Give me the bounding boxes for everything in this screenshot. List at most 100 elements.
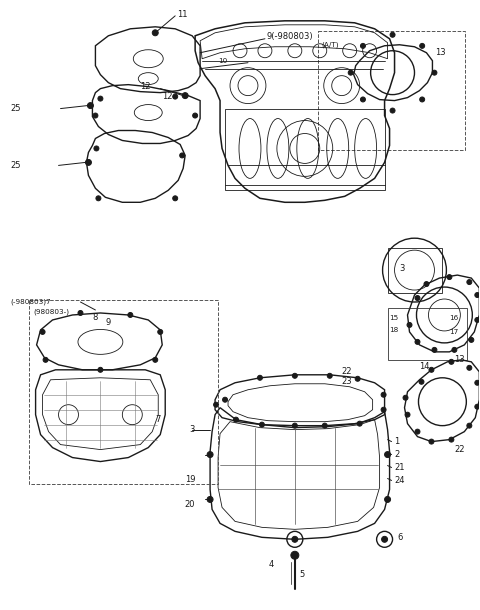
Circle shape xyxy=(449,359,454,364)
Text: 19: 19 xyxy=(185,475,195,484)
Circle shape xyxy=(93,113,98,118)
Text: 15: 15 xyxy=(390,315,399,321)
Circle shape xyxy=(420,43,425,48)
Circle shape xyxy=(403,395,408,400)
Text: 3: 3 xyxy=(190,425,195,434)
Circle shape xyxy=(475,380,480,386)
Text: 24: 24 xyxy=(395,476,405,485)
Circle shape xyxy=(327,373,332,378)
Circle shape xyxy=(381,392,386,397)
Circle shape xyxy=(357,421,362,426)
Circle shape xyxy=(78,310,83,315)
Circle shape xyxy=(469,337,474,342)
Circle shape xyxy=(415,295,420,301)
Circle shape xyxy=(419,379,424,384)
Circle shape xyxy=(292,373,297,378)
Circle shape xyxy=(182,93,188,99)
Text: 2: 2 xyxy=(395,450,400,459)
Circle shape xyxy=(292,536,298,542)
Circle shape xyxy=(173,94,178,99)
Text: 10: 10 xyxy=(218,58,228,63)
Text: 9: 9 xyxy=(106,318,111,328)
Circle shape xyxy=(292,423,297,428)
Circle shape xyxy=(348,70,353,75)
Circle shape xyxy=(40,329,45,334)
Circle shape xyxy=(420,97,425,102)
Text: 4: 4 xyxy=(269,560,274,569)
Circle shape xyxy=(355,376,360,381)
Circle shape xyxy=(153,357,158,362)
Circle shape xyxy=(447,274,452,279)
Circle shape xyxy=(390,32,395,37)
Text: 13: 13 xyxy=(435,48,446,57)
Circle shape xyxy=(475,293,480,298)
Circle shape xyxy=(291,551,299,559)
Bar xyxy=(29,300,218,484)
Text: 14: 14 xyxy=(420,362,430,371)
Text: 22: 22 xyxy=(342,367,352,376)
Circle shape xyxy=(415,339,420,345)
Circle shape xyxy=(390,108,395,113)
Circle shape xyxy=(192,113,198,118)
Circle shape xyxy=(98,367,103,372)
Text: 12: 12 xyxy=(162,92,173,101)
Text: (A/T): (A/T) xyxy=(322,41,339,48)
Circle shape xyxy=(475,317,480,323)
Circle shape xyxy=(452,347,457,353)
Text: 7: 7 xyxy=(155,415,161,424)
Text: 8: 8 xyxy=(93,314,98,323)
Circle shape xyxy=(360,43,365,48)
Circle shape xyxy=(87,102,94,109)
Circle shape xyxy=(94,146,99,151)
Circle shape xyxy=(257,375,263,380)
Text: 23: 23 xyxy=(342,377,352,386)
Text: 20: 20 xyxy=(185,500,195,509)
Circle shape xyxy=(96,196,101,201)
Circle shape xyxy=(407,323,412,328)
Text: 12: 12 xyxy=(140,82,150,91)
Text: 13: 13 xyxy=(455,356,465,364)
Circle shape xyxy=(233,417,239,422)
Circle shape xyxy=(128,312,133,317)
Text: 11: 11 xyxy=(177,10,188,20)
Circle shape xyxy=(180,153,185,158)
Circle shape xyxy=(207,451,213,458)
Circle shape xyxy=(98,96,103,101)
Circle shape xyxy=(475,404,480,409)
Text: 5: 5 xyxy=(300,570,305,579)
Circle shape xyxy=(382,536,387,542)
Circle shape xyxy=(429,439,434,444)
Text: 25: 25 xyxy=(11,161,21,170)
Text: 17: 17 xyxy=(449,329,459,335)
Bar xyxy=(318,30,465,151)
Text: 1: 1 xyxy=(395,437,400,446)
Circle shape xyxy=(43,357,48,362)
Circle shape xyxy=(360,97,365,102)
Circle shape xyxy=(384,497,391,503)
Circle shape xyxy=(449,437,454,442)
Circle shape xyxy=(85,159,91,165)
Text: (980803-): (980803-) xyxy=(34,309,70,315)
Circle shape xyxy=(415,429,420,434)
Text: 6: 6 xyxy=(397,533,403,542)
Circle shape xyxy=(260,422,264,427)
Circle shape xyxy=(214,402,218,407)
Circle shape xyxy=(173,196,178,201)
Circle shape xyxy=(207,497,213,503)
Circle shape xyxy=(467,423,472,428)
Text: 18: 18 xyxy=(390,327,399,333)
Circle shape xyxy=(152,30,158,36)
Circle shape xyxy=(405,412,410,417)
Circle shape xyxy=(158,329,163,334)
Circle shape xyxy=(429,367,434,372)
Circle shape xyxy=(424,282,429,287)
Bar xyxy=(387,308,468,360)
Text: (-980803)7: (-980803)7 xyxy=(11,299,51,305)
Circle shape xyxy=(223,397,228,402)
Circle shape xyxy=(432,70,437,75)
Circle shape xyxy=(322,423,327,428)
Text: 25: 25 xyxy=(11,104,21,113)
Text: 21: 21 xyxy=(395,463,405,472)
Text: 3: 3 xyxy=(399,264,405,273)
Text: 22: 22 xyxy=(455,445,465,454)
